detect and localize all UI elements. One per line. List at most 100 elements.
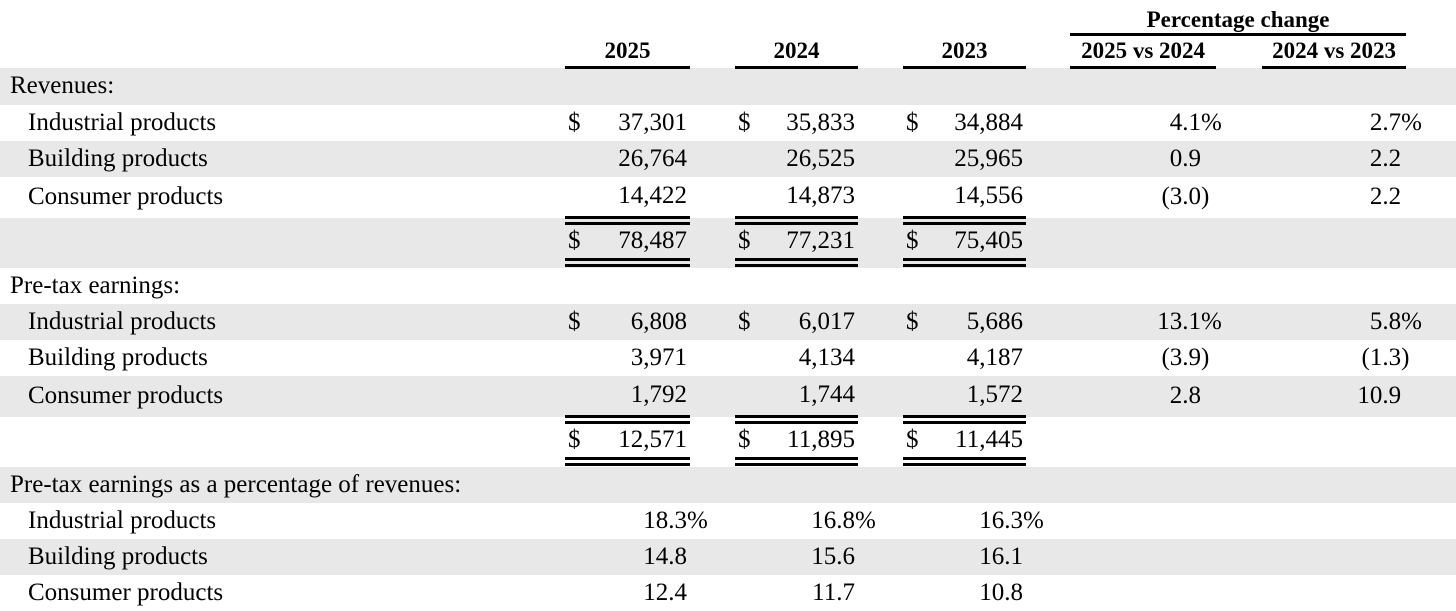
cell-2024: 26,525 (735, 141, 858, 177)
gap (858, 575, 903, 611)
value: 4,187 (966, 343, 1023, 371)
value: 35,833 (786, 108, 855, 136)
gap (1026, 105, 1070, 141)
cell-2024: $6,017 (735, 304, 858, 340)
value: 16.1 (979, 542, 1023, 570)
cell-2023: 1,572 (903, 376, 1026, 418)
value: 18.3 (643, 506, 687, 534)
value: 6,017 (798, 307, 855, 335)
cell-pct-2024-vs-2023: 2.2 (1262, 177, 1406, 218)
right-margin (1406, 340, 1456, 376)
gap (690, 177, 735, 218)
data-row: Building products 3,971 4,134 4,187 (3.9… (0, 340, 1456, 376)
gap (1216, 141, 1262, 177)
row-label: Consumer products (28, 578, 224, 606)
currency-symbol: $ (568, 307, 581, 335)
value: 12,571 (618, 426, 687, 453)
value: (3.0 (1161, 182, 1202, 210)
value: 37,301 (618, 108, 687, 136)
cell-2024: 15.6 (735, 539, 858, 575)
cell-2024: 4,134 (735, 340, 858, 376)
gap (1026, 177, 1070, 218)
row-label: Industrial products (28, 506, 217, 534)
currency-symbol: $ (568, 227, 581, 254)
data-row: Consumer products 12.4 11.7 10.8 (0, 575, 1456, 611)
section-row: Pre-tax earnings: (0, 268, 1456, 304)
row-label: Industrial products (28, 108, 217, 136)
value: 26,525 (786, 144, 855, 172)
cell-2024: 16.8% (811, 506, 876, 534)
gap (690, 417, 735, 468)
pct-header-2025-vs-2024: 2025 vs 2024 (1070, 34, 1217, 69)
cell-2024: 1,744 (735, 376, 858, 418)
value: 14,873 (786, 182, 855, 210)
pct-header-2024-vs-2023: 2024 vs 2023 (1262, 34, 1407, 69)
value: 11,895 (787, 426, 855, 453)
gap (1026, 376, 1070, 417)
total-cell-2023: $11,445 (903, 417, 1026, 468)
cell-2025: $37,301 (565, 105, 690, 141)
gap (858, 141, 903, 177)
value: 4.1 (1169, 108, 1202, 136)
section-label: Pre-tax earnings: (10, 271, 181, 299)
value: 78,487 (618, 227, 687, 254)
value: (1.3 (1361, 343, 1402, 371)
row-label: Consumer products (28, 381, 224, 409)
row-label: Industrial products (28, 307, 217, 335)
value: 10.8 (979, 578, 1023, 606)
value: 11.7 (812, 578, 855, 606)
cell-2023: 16.3% (979, 506, 1044, 534)
value: 2.2 (1369, 182, 1402, 210)
currency-symbol: $ (738, 227, 751, 254)
currency-symbol: $ (738, 426, 751, 453)
cell-pct-2024-vs-2023: 2.7% (1369, 108, 1422, 136)
gap (690, 218, 735, 269)
value: 11,445 (955, 426, 1023, 453)
cell-pct-2025-vs-2024: 2.8 (1070, 376, 1216, 417)
right-margin (1406, 177, 1456, 218)
value: 2.8 (1169, 381, 1202, 409)
value: 25,965 (954, 144, 1023, 172)
value: 14.8 (643, 542, 687, 570)
gap (1026, 304, 1070, 340)
cell-2023: $34,884 (903, 105, 1026, 141)
cell-2025: 14.8 (565, 539, 690, 575)
cell-2024: $35,833 (735, 105, 858, 141)
year-header-2024: 2024 (735, 34, 858, 69)
gap (690, 376, 735, 417)
gap (1026, 340, 1070, 376)
cell-2024: 14,873 (735, 177, 858, 219)
gap (858, 340, 903, 376)
currency-symbol: $ (906, 227, 919, 254)
total-cell-2024: $11,895 (735, 417, 858, 468)
total-cell-2023: $75,405 (903, 218, 1026, 269)
cell-2025: 18.3% (643, 506, 708, 534)
right-margin (1406, 0, 1456, 35)
row-label: Building products (28, 542, 208, 570)
header-row-group: Percentage change (0, 0, 1456, 36)
value: 3,971 (630, 343, 687, 371)
total-cell-2024: $77,231 (735, 218, 858, 269)
data-row: Consumer products 1,792 1,744 1,572 2.8 … (0, 376, 1456, 418)
gap (858, 105, 903, 141)
total-row: $12,571 $11,895 $11,445 (0, 417, 1456, 468)
row-label: Consumer products (28, 182, 224, 210)
data-row: Building products 26,764 26,525 25,965 0… (0, 141, 1456, 177)
value: 15.6 (811, 542, 855, 570)
header-spacer (0, 0, 1070, 35)
cell-pct-2024-vs-2023: 2.2 (1262, 141, 1406, 177)
gap (1216, 35, 1262, 68)
header-row-years: 2025 2024 2023 2025 vs 2024 2024 vs 2023 (0, 34, 1456, 69)
cell-pct-2025-vs-2024: 4.1% (1169, 108, 1222, 136)
gap (1216, 304, 1262, 340)
value: 13.1 (1157, 307, 1202, 335)
cell-2023: 14,556 (903, 177, 1026, 219)
data-row: Industrial products $37,301 $35,833 $34,… (0, 105, 1456, 141)
data-row: Industrial products 18.3% 16.8% 16.3% (0, 503, 1456, 539)
gap (1026, 141, 1070, 177)
data-row: Building products 14.8 15.6 16.1 (0, 539, 1456, 575)
value: 14,556 (954, 182, 1023, 210)
gap (690, 575, 735, 611)
value: 2.2 (1369, 144, 1402, 172)
cell-2023: 25,965 (903, 141, 1026, 177)
